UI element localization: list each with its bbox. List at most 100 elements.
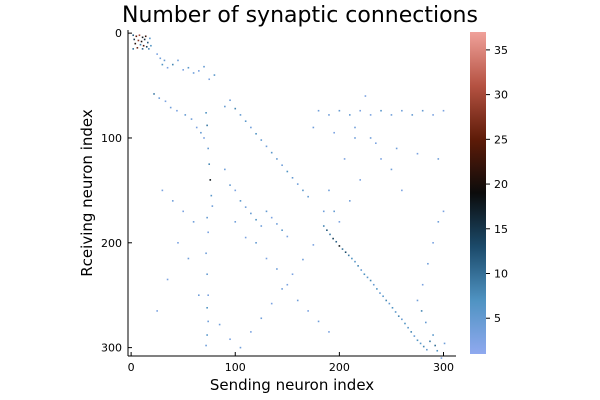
heatmap-cell — [161, 63, 164, 66]
heatmap-cell — [149, 37, 151, 40]
heatmap-cell — [302, 258, 304, 261]
heatmap-cell — [200, 131, 202, 134]
x-tick-label: 0 — [128, 361, 135, 374]
heatmap-cell — [132, 34, 135, 37]
heatmap-cell — [166, 66, 169, 69]
heatmap-cell — [142, 44, 145, 47]
heatmap-cell — [390, 168, 393, 171]
heatmap-cell — [344, 251, 347, 254]
heatmap-cell — [208, 78, 211, 81]
colorbar-tick-label: 20 — [494, 178, 508, 191]
heatmap-cell — [372, 283, 375, 286]
heatmap-cell — [322, 225, 325, 227]
x-tick-label: 200 — [329, 361, 350, 374]
heatmap-cell — [239, 346, 242, 349]
heatmap-cell — [326, 229, 328, 232]
heatmap-cell — [270, 302, 273, 305]
heatmap-cell — [207, 147, 209, 150]
heatmap-cell — [296, 183, 299, 185]
heatmap-cell — [437, 158, 440, 160]
y-tick-label: 200 — [101, 237, 122, 250]
heatmap-cell — [421, 109, 424, 112]
heatmap-cell — [366, 276, 369, 279]
heatmap-cell — [388, 302, 391, 305]
colorbar-tick-label: 30 — [494, 89, 508, 102]
heatmap-cell — [333, 131, 335, 134]
heatmap-cell — [281, 164, 283, 167]
heatmap-cell — [426, 348, 428, 351]
heatmap-cell — [442, 210, 445, 213]
heatmap-cell — [307, 195, 309, 198]
heatmap-cell — [380, 109, 382, 112]
heatmap-cell — [218, 323, 221, 326]
heatmap-cell — [407, 326, 409, 329]
heatmap-cell — [354, 137, 356, 139]
heatmap-cell — [141, 36, 144, 39]
heatmap-cell — [139, 43, 142, 46]
heatmap-cell — [322, 210, 325, 213]
heatmap-cell — [234, 107, 237, 110]
heatmap-cell — [260, 139, 263, 141]
heatmap-cell — [276, 223, 278, 225]
heatmap-cell — [190, 118, 193, 120]
heatmap-cell — [348, 200, 351, 202]
heatmap-cell — [379, 292, 381, 294]
heatmap-cell — [192, 221, 195, 223]
heatmap-cell — [401, 109, 403, 112]
heatmap-cell — [132, 48, 135, 50]
x-axis-label: Sending neuron index — [210, 376, 374, 394]
heatmap-cell — [413, 335, 416, 337]
heatmap-cell — [432, 334, 434, 336]
heatmap-cell — [286, 170, 289, 173]
heatmap-cell — [312, 126, 315, 129]
heatmap-cell — [182, 69, 184, 71]
heatmap-cell — [244, 206, 247, 208]
x-axis-ticks: 0 100 200 300 — [128, 352, 454, 374]
heatmap-cell — [385, 299, 388, 302]
heatmap-cell — [146, 41, 149, 44]
y-axis-ticks: 0 100 200 300 — [101, 27, 132, 355]
heatmap-cell — [182, 210, 184, 213]
heatmap-cell — [395, 147, 398, 150]
heatmap-cell — [140, 40, 143, 43]
heatmap-cell — [153, 93, 155, 95]
heatmap-cell — [137, 39, 140, 42]
heatmap-cell — [229, 338, 231, 341]
heatmap-cell — [416, 339, 419, 342]
heatmap-cell — [391, 306, 394, 309]
heatmap-cell — [239, 200, 242, 202]
heatmap-cell — [229, 184, 231, 186]
heatmap-cell — [419, 342, 422, 345]
heatmap-cell — [176, 109, 178, 112]
heatmap-cell — [394, 311, 397, 313]
heatmap-cell — [255, 218, 257, 221]
heatmap-cell — [416, 299, 419, 302]
heatmap-cell — [206, 124, 208, 127]
heatmap-cell — [401, 189, 403, 192]
colorbar-tick-label: 5 — [494, 312, 501, 325]
heatmap-cell — [150, 44, 152, 47]
heatmap-cell — [209, 179, 212, 181]
plot-area: 0 100 200 300 0 100 200 300 — [101, 27, 456, 374]
x-tick-label: 100 — [225, 361, 246, 374]
heatmap-cell — [427, 262, 429, 265]
heatmap-cell — [351, 257, 353, 260]
heatmap-cell — [411, 114, 414, 116]
heatmap-cell — [443, 342, 446, 345]
y-axis-label: Rceiving neuron index — [78, 109, 96, 277]
heatmap-cell — [335, 240, 338, 243]
heatmap-cell — [203, 137, 205, 139]
heatmap-cell — [166, 278, 169, 281]
heatmap-cell — [380, 158, 382, 160]
heatmap-cell — [244, 120, 247, 122]
heatmap-cell — [332, 237, 334, 240]
y-tick-label: 0 — [115, 27, 122, 40]
heatmap-cell — [369, 279, 372, 282]
chart-title: Number of synaptic connections — [122, 3, 478, 28]
heatmap-cell — [317, 109, 320, 112]
heatmap-cell — [437, 221, 440, 223]
heatmap-cell — [360, 269, 363, 271]
heatmap-cell — [328, 189, 330, 192]
colorbar-ticks: 5 10 15 20 25 30 35 — [486, 44, 508, 325]
colorbar-tick-label: 25 — [494, 133, 508, 146]
